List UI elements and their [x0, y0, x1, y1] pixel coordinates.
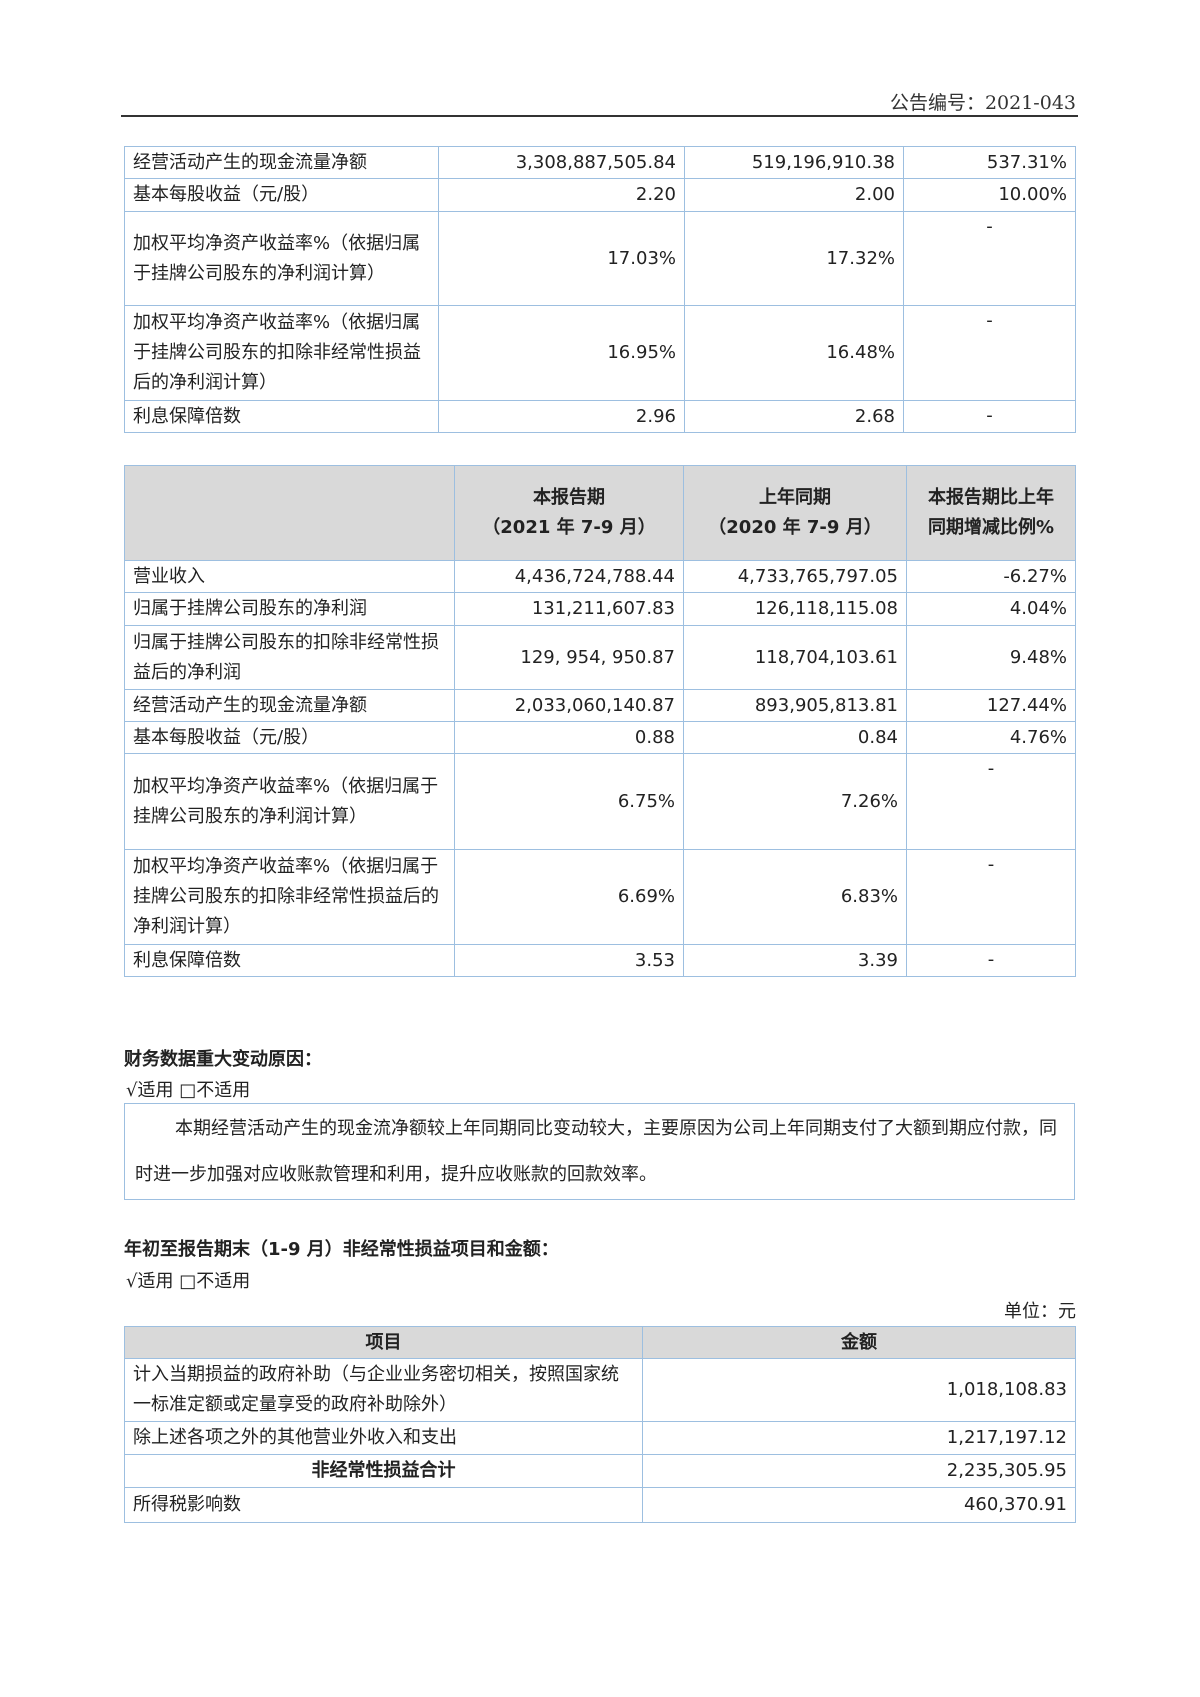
prior-period-value: 4,733,765,797.05 [683, 560, 907, 593]
current-period-value: 2.20 [438, 178, 685, 212]
row-item: 归属于挂牌公司股东的净利润 [124, 592, 455, 626]
table-row: 加权平均净资产收益率%（依据归属于挂牌公司股东的净利润计算） 6.75% 7.26%… [124, 753, 1076, 850]
change-percent: 4.04% [906, 592, 1076, 626]
amount-value: 460,370.91 [642, 1487, 1076, 1523]
current-period-value: 0.88 [454, 721, 684, 754]
current-period-value: 2.96 [438, 400, 685, 433]
row-item: 加权平均净资产收益率%（依据归属于挂牌公司股东的净利润计算） [124, 753, 455, 850]
prior-period-value: 519,196,910.38 [684, 146, 904, 179]
change-percent: - [903, 400, 1076, 433]
row-item: 非经常性损益合计 [124, 1454, 643, 1488]
current-period-value: 129, 954, 950.87 [454, 625, 684, 690]
current-period-value: 17.03% [438, 211, 685, 306]
prior-period-value: 893,905,813.81 [683, 689, 907, 722]
prior-period-value: 2.00 [684, 178, 904, 212]
table-header-row: 本报告期 （2021 年 7-9 月） 上年同期 （2020 年 7-9 月） … [124, 465, 1076, 561]
prior-period-value: 3.39 [683, 944, 907, 977]
table-header-row: 项目 金额 [124, 1326, 1076, 1359]
unit-label: 单位：元 [1004, 1301, 1076, 1322]
row-item: 除上述各项之外的其他营业外收入和支出 [124, 1421, 643, 1455]
prior-period-value: 118,704,103.61 [683, 625, 907, 690]
change-percent: - [906, 944, 1076, 977]
row-item: 归属于挂牌公司股东的扣除非经常性损益后的净利润 [124, 625, 455, 690]
table-row: 加权平均净资产收益率%（依据归属于挂牌公司股东的净利润计算） 17.03% 17.3… [124, 211, 1076, 306]
change-percent: - [906, 849, 1076, 945]
change-percent: -6.27% [906, 560, 1076, 593]
header-prior-period: 上年同期 （2020 年 7-9 月） [683, 465, 907, 561]
non-recurring-title: 年初至报告期末（1-9 月）非经常性损益项目和金额： [124, 1239, 559, 1260]
header-amount: 金额 [642, 1326, 1076, 1359]
prior-period-value: 126,118,115.08 [683, 592, 907, 626]
current-period-value: 4,436,724,788.44 [454, 560, 684, 593]
row-item: 加权平均净资产收益率%（依据归属于挂牌公司股东的扣除非经常性损益后的净利润计算） [124, 849, 455, 945]
prior-period-value: 0.84 [683, 721, 907, 754]
row-item: 计入当期损益的政府补助（与企业业务密切相关，按照国家统一标准定额或定量享受的政府… [124, 1358, 643, 1422]
table-row: 计入当期损益的政府补助（与企业业务密切相关，按照国家统一标准定额或定量享受的政府… [124, 1358, 1076, 1422]
row-item: 所得税影响数 [124, 1487, 643, 1523]
header-change: 本报告期比上年同期增减比例% [906, 465, 1076, 561]
table-row: 基本每股收益（元/股） 2.20 2.00 10.00% [124, 178, 1076, 212]
row-item: 基本每股收益（元/股） [124, 178, 439, 212]
table-row: 归属于挂牌公司股东的扣除非经常性损益后的净利润 129, 954, 950.87 1… [124, 625, 1076, 690]
change-percent: 10.00% [903, 178, 1076, 212]
current-period-value: 3,308,887,505.84 [438, 146, 685, 179]
header-current-period: 本报告期 （2021 年 7-9 月） [454, 465, 684, 561]
non-recurring-table: 项目 金额 计入当期损益的政府补助（与企业业务密切相关，按照国家统一标准定额或定… [124, 1326, 1076, 1523]
row-item: 经营活动产生的现金流量净额 [124, 146, 439, 179]
row-item: 营业收入 [124, 560, 455, 593]
table-row: 基本每股收益（元/股） 0.88 0.84 4.76% [124, 721, 1076, 754]
table-row: 加权平均净资产收益率%（依据归属于挂牌公司股东的扣除非经常性损益后的净利润计算）… [124, 849, 1076, 945]
table-row: 加权平均净资产收益率%（依据归属于挂牌公司股东的扣除非经常性损益后的净利润计算）… [124, 305, 1076, 401]
header-item [124, 465, 455, 561]
change-percent: 537.31% [903, 146, 1076, 179]
table-row: 除上述各项之外的其他营业外收入和支出 1,217,197.12 [124, 1421, 1076, 1455]
row-item: 加权平均净资产收益率%（依据归属于挂牌公司股东的净利润计算） [124, 211, 439, 306]
table-row: 归属于挂牌公司股东的净利润 131,211,607.83 126,118,115.0… [124, 592, 1076, 626]
prior-period-value: 17.32% [684, 211, 904, 306]
row-item: 经营活动产生的现金流量净额 [124, 689, 455, 722]
major-change-reason-box: 本期经营活动产生的现金流净额较上年同期同比变动较大，主要原因为公司上年同期支付了… [124, 1103, 1075, 1200]
row-item: 加权平均净资产收益率%（依据归属于挂牌公司股东的扣除非经常性损益后的净利润计算） [124, 305, 439, 401]
table-row: 所得税影响数 460,370.91 [124, 1487, 1076, 1523]
amount-value: 1,217,197.12 [642, 1421, 1076, 1455]
header-item: 项目 [124, 1326, 643, 1359]
prior-period-value: 7.26% [683, 753, 907, 850]
change-percent: - [903, 305, 1076, 401]
prior-period-value: 6.83% [683, 849, 907, 945]
table-row: 经营活动产生的现金流量净额 3,308,887,505.84 519,196,910… [124, 146, 1076, 179]
document-number: 公告编号：2021-043 [889, 92, 1076, 114]
amount-value: 1,018,108.83 [642, 1358, 1076, 1422]
ytd-financials-table-continued: 经营活动产生的现金流量净额 3,308,887,505.84 519,196,910… [124, 146, 1076, 433]
header-divider [121, 115, 1078, 117]
prior-period-value: 16.48% [684, 305, 904, 401]
current-period-value: 6.69% [454, 849, 684, 945]
row-item: 利息保障倍数 [124, 400, 439, 433]
change-percent: - [903, 211, 1076, 306]
current-period-value: 16.95% [438, 305, 685, 401]
major-change-reason-text: 本期经营活动产生的现金流净额较上年同期同比变动较大，主要原因为公司上年同期支付了… [135, 1118, 1057, 1185]
change-percent: - [906, 753, 1076, 850]
row-item: 基本每股收益（元/股） [124, 721, 455, 754]
current-period-value: 3.53 [454, 944, 684, 977]
current-period-value: 2,033,060,140.87 [454, 689, 684, 722]
table-row: 经营活动产生的现金流量净额 2,033,060,140.87 893,905,813… [124, 689, 1076, 722]
current-period-value: 6.75% [454, 753, 684, 850]
change-percent: 127.44% [906, 689, 1076, 722]
major-change-applicability: √适用 □不适用 [126, 1080, 251, 1101]
table-row: 营业收入 4,436,724,788.44 4,733,765,797.05 -6.2… [124, 560, 1076, 593]
table-row: 利息保障倍数 2.96 2.68- [124, 400, 1076, 433]
current-period-value: 131,211,607.83 [454, 592, 684, 626]
q3-financials-table: 本报告期 （2021 年 7-9 月） 上年同期 （2020 年 7-9 月） … [124, 465, 1076, 977]
table-row: 利息保障倍数 3.53 3.39- [124, 944, 1076, 977]
change-percent: 9.48% [906, 625, 1076, 690]
non-recurring-applicability: √适用 □不适用 [126, 1271, 251, 1292]
major-change-title: 财务数据重大变动原因： [124, 1049, 322, 1070]
amount-value: 2,235,305.95 [642, 1454, 1076, 1488]
change-percent: 4.76% [906, 721, 1076, 754]
prior-period-value: 2.68 [684, 400, 904, 433]
table-row: 非经常性损益合计 2,235,305.95 [124, 1454, 1076, 1488]
row-item: 利息保障倍数 [124, 944, 455, 977]
